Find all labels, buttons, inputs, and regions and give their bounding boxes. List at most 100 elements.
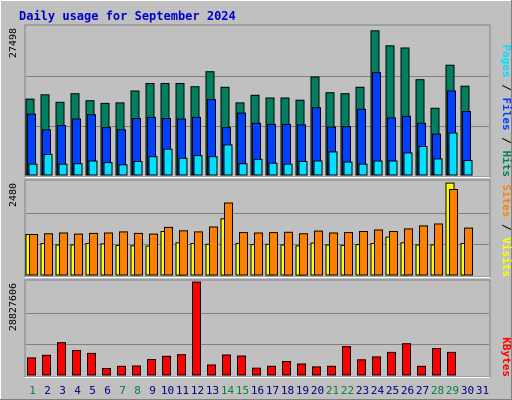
bar-sites-day-8: [134, 232, 143, 276]
day-label-27: 27: [416, 384, 429, 397]
bar-pages-day-20: [313, 160, 323, 176]
bar-sites-day-22: [344, 232, 353, 276]
bar-kbytes-day-28: [432, 348, 441, 376]
day-label-30: 30: [461, 384, 474, 397]
bar-sites-day-26: [404, 228, 413, 276]
day-label-21: 21: [326, 384, 339, 397]
bar-kbytes-day-6: [102, 368, 111, 376]
day-label-25: 25: [386, 384, 399, 397]
bar-sites-day-14: [224, 202, 233, 276]
day-label-22: 22: [341, 384, 354, 397]
bar-sites-day-9: [149, 233, 158, 276]
bar-pages-day-25: [388, 160, 398, 176]
bar-pages-day-9: [148, 156, 158, 176]
bar-sites-day-19: [299, 233, 308, 276]
legend-visits_sites: Sites / Visits: [500, 184, 512, 277]
day-label-23: 23: [356, 384, 369, 397]
bar-pages-day-2: [43, 154, 53, 176]
bar-sites-day-15: [239, 232, 248, 276]
bar-kbytes-day-26: [402, 343, 411, 376]
day-label-14: 14: [221, 384, 235, 397]
day-label-20: 20: [311, 384, 324, 397]
bar-kbytes-day-16: [252, 367, 261, 376]
bar-pages-day-6: [103, 162, 113, 176]
bar-kbytes-day-25: [387, 351, 396, 376]
bar-sites-day-24: [374, 229, 383, 276]
bar-pages-day-18: [283, 163, 293, 176]
series-kbytes: [27, 281, 456, 376]
bar-sites-day-10: [164, 226, 173, 276]
panel-hits_files_pages: 27498: [8, 24, 491, 178]
bar-sites-day-2: [44, 233, 53, 276]
bar-kbytes-day-24: [372, 356, 381, 376]
bar-sites-day-4: [74, 233, 83, 276]
bar-kbytes-day-3: [57, 342, 66, 376]
series-files: [27, 72, 471, 176]
day-label-1: 1: [29, 384, 36, 397]
bar-sites-day-21: [329, 232, 338, 276]
bar-pages-day-7: [118, 164, 128, 176]
bar-sites-day-6: [104, 232, 113, 276]
series-sites: [29, 189, 473, 276]
day-label-12: 12: [191, 384, 204, 397]
legend-separator: /: [500, 217, 512, 237]
bar-pages-day-28: [433, 158, 443, 176]
bar-pages-day-3: [58, 163, 68, 176]
bar-pages-day-22: [343, 161, 353, 176]
legend-item-kbytes: KBytes: [500, 337, 512, 377]
day-label-4: 4: [74, 384, 81, 397]
bar-kbytes-day-17: [267, 365, 276, 376]
panel-kbytes: 28827606: [8, 279, 491, 378]
day-label-6: 6: [104, 384, 111, 397]
panel-visits_sites: 2480: [8, 179, 491, 278]
legend-item-pages: Pages: [500, 45, 512, 78]
legend-separator: /: [500, 131, 512, 151]
day-label-19: 19: [296, 384, 309, 397]
ymax-label: 28827606: [8, 283, 19, 331]
bar-pages-day-4: [73, 163, 83, 176]
bar-kbytes-day-20: [312, 366, 321, 376]
legends: Pages / Files / Hits Sites / Visits KBytes: [500, 45, 512, 378]
bar-sites-day-28: [434, 223, 443, 276]
bar-sites-day-16: [254, 232, 263, 276]
bar-files-day-24: [372, 72, 381, 176]
bar-pages-day-13: [208, 156, 218, 176]
bar-pages-day-29: [448, 132, 458, 176]
bar-sites-day-1: [29, 234, 38, 276]
bar-pages-day-19: [298, 161, 308, 176]
bar-kbytes-day-11: [177, 354, 186, 376]
day-label-31: 31: [476, 384, 489, 397]
bar-pages-day-27: [418, 146, 428, 176]
bar-kbytes-day-10: [162, 355, 171, 376]
bar-pages-day-14: [223, 144, 233, 176]
bar-kbytes-day-19: [297, 363, 306, 376]
day-label-3: 3: [59, 384, 66, 397]
legend-hits_files_pages: Pages / Files / Hits: [500, 45, 512, 178]
bar-pages-day-8: [133, 161, 143, 176]
legend-separator: /: [500, 78, 512, 98]
bar-pages-day-5: [88, 160, 98, 176]
bar-sites-day-20: [314, 230, 323, 276]
day-label-15: 15: [236, 384, 249, 397]
bar-kbytes-day-12: [192, 281, 201, 376]
bar-pages-day-30: [463, 160, 473, 176]
bar-kbytes-day-21: [327, 365, 336, 376]
day-label-28: 28: [431, 384, 444, 397]
bar-kbytes-day-29: [447, 351, 456, 376]
bar-sites-day-25: [389, 231, 398, 276]
bar-sites-day-7: [119, 231, 128, 276]
bar-kbytes-day-27: [417, 365, 426, 376]
bar-pages-day-11: [178, 157, 188, 176]
day-label-7: 7: [119, 384, 126, 397]
bar-kbytes-day-22: [342, 346, 351, 376]
day-label-11: 11: [176, 384, 189, 397]
series-pages: [28, 132, 473, 176]
day-label-16: 16: [251, 384, 264, 397]
bar-kbytes-day-15: [237, 355, 246, 376]
bar-pages-day-1: [28, 163, 38, 176]
legend-item-files: Files: [500, 98, 512, 131]
legend-kbytes: KBytes: [500, 337, 512, 377]
bar-sites-day-3: [59, 232, 68, 276]
